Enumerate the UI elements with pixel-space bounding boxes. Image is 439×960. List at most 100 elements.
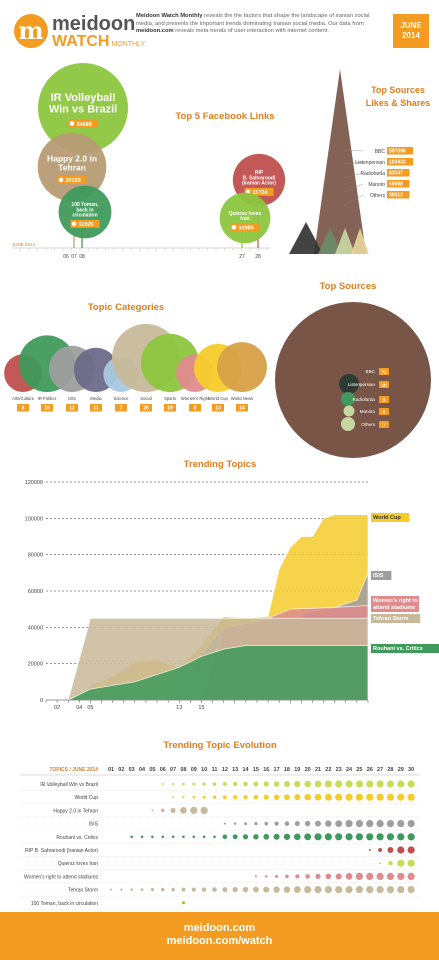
te-day-19: 19 bbox=[294, 767, 300, 773]
te-dot bbox=[376, 793, 384, 801]
te-dot bbox=[140, 835, 144, 839]
te-dot bbox=[345, 793, 353, 801]
te-row-label-8: Tehran Storm bbox=[68, 888, 98, 894]
te-dot bbox=[314, 833, 322, 841]
te-dot bbox=[324, 886, 332, 894]
te-dot bbox=[366, 780, 374, 788]
ts-triangle-2 bbox=[318, 228, 342, 254]
ts-triangle-1 bbox=[289, 221, 323, 254]
te-day-15: 15 bbox=[253, 767, 259, 773]
te-day-27: 27 bbox=[377, 767, 383, 773]
te-day-20: 20 bbox=[305, 767, 311, 773]
ts2-bubble-1 bbox=[339, 374, 359, 394]
ts-value-bg-4 bbox=[387, 191, 410, 199]
tc-value-bg-2 bbox=[66, 404, 78, 412]
tt-series-label-3: Tehran Storm bbox=[373, 616, 408, 622]
ts2-label-1: Listenpersian bbox=[348, 382, 376, 387]
te-dot bbox=[376, 820, 384, 828]
te-dot bbox=[388, 860, 393, 866]
te-dot bbox=[407, 833, 415, 841]
te-dot bbox=[386, 872, 395, 881]
te-day-04: 04 bbox=[139, 767, 146, 773]
te-dot bbox=[264, 875, 268, 878]
footer-link[interactable]: meidoon.com bbox=[183, 922, 256, 934]
te-dot bbox=[283, 886, 291, 893]
tc-label-3: Media bbox=[90, 396, 102, 401]
tc-value-8: 13 bbox=[215, 406, 221, 412]
te-row-label-9: 100 Toman, back in circulation bbox=[31, 901, 98, 907]
tc-value-bg-0 bbox=[17, 404, 29, 412]
te-dot bbox=[161, 835, 165, 839]
brand-sub: WATCH MONTHLY bbox=[52, 33, 146, 50]
te-dot bbox=[180, 807, 187, 814]
te-dot bbox=[355, 793, 363, 801]
intro-text: Meidoon Watch Monthly reveals the the fa… bbox=[136, 13, 370, 34]
te-dot bbox=[304, 780, 311, 788]
te-day-30: 30 bbox=[408, 767, 414, 773]
te-row-label-2: Happy 2.0 in Tehran bbox=[53, 808, 98, 814]
te-dot bbox=[304, 793, 311, 801]
te-row-label-3: ISIS bbox=[89, 822, 99, 828]
te-dot bbox=[182, 796, 185, 799]
te-dot bbox=[110, 888, 112, 891]
te-dot bbox=[254, 875, 257, 878]
fb-bubble-1 bbox=[37, 132, 107, 202]
te-dot bbox=[233, 795, 238, 800]
tt-series-label-bg-1 bbox=[371, 571, 392, 580]
tt-series-label-bg-0 bbox=[371, 513, 410, 522]
te-dot bbox=[397, 780, 405, 788]
te-dot bbox=[273, 781, 280, 787]
fb-bubble-label-1: Tehran bbox=[58, 162, 86, 172]
te-dot bbox=[407, 846, 415, 854]
tc-value-bg-1 bbox=[41, 404, 53, 412]
tt-series-label-0: World Cup bbox=[373, 515, 401, 521]
te-dot bbox=[223, 795, 227, 800]
te-dot bbox=[366, 872, 374, 881]
te-dot bbox=[386, 886, 395, 894]
te-dot bbox=[345, 873, 353, 880]
te-day-25: 25 bbox=[356, 767, 362, 773]
ts-value-1: 103433 bbox=[389, 160, 406, 166]
te-dot bbox=[200, 806, 208, 815]
te-dot bbox=[325, 820, 332, 827]
te-day-05: 05 bbox=[149, 767, 155, 773]
te-dot bbox=[161, 887, 165, 892]
tt-area-rouhani bbox=[68, 645, 369, 701]
te-dot bbox=[294, 794, 301, 801]
tt-series-label-2: attend stadiums bbox=[373, 605, 415, 611]
tc-value-5: 26 bbox=[143, 406, 149, 412]
te-dot bbox=[397, 859, 405, 867]
te-dot bbox=[407, 886, 415, 894]
te-day-06: 06 bbox=[160, 767, 166, 773]
tt-y-tick-20000: 20000 bbox=[28, 662, 43, 668]
footer-link-watch[interactable]: meidoon.com/watch bbox=[166, 935, 273, 947]
te-row-label-6: Quiersz loves Iran bbox=[58, 861, 99, 867]
te-dot bbox=[160, 808, 165, 813]
te-dot bbox=[376, 780, 384, 788]
te-dot bbox=[253, 794, 259, 800]
te-dot bbox=[407, 859, 415, 867]
brand-name: meidoon bbox=[52, 13, 136, 35]
tc-title: Topic Categories bbox=[88, 302, 164, 313]
te-dot bbox=[397, 872, 405, 881]
fb-bubble-value-1-bg bbox=[57, 175, 87, 184]
te-dot bbox=[130, 835, 133, 839]
te-dot bbox=[274, 821, 279, 826]
ts-leader-2 bbox=[343, 172, 364, 179]
te-dot bbox=[233, 822, 237, 825]
fb-bubble-value-2-fb-icon bbox=[71, 221, 77, 227]
tt-series-label-bg-4 bbox=[371, 644, 439, 653]
ts2-label-0: BBC bbox=[366, 369, 376, 374]
te-dot bbox=[151, 809, 154, 812]
fb-bubble-label-2: back in bbox=[76, 207, 93, 213]
ts2-value-2: 8 bbox=[383, 397, 386, 402]
te-dot bbox=[192, 835, 196, 839]
logo-icon: m bbox=[14, 14, 48, 48]
fb-bubble-label-3: (Iranian Actor) bbox=[242, 181, 276, 187]
tc-value-6: 19 bbox=[167, 406, 173, 412]
ts2-value-1: 16 bbox=[381, 382, 387, 387]
ts2-bubble-4 bbox=[341, 417, 355, 431]
te-dot bbox=[355, 872, 363, 881]
fb-bubble-label-3: RIP bbox=[255, 170, 264, 176]
